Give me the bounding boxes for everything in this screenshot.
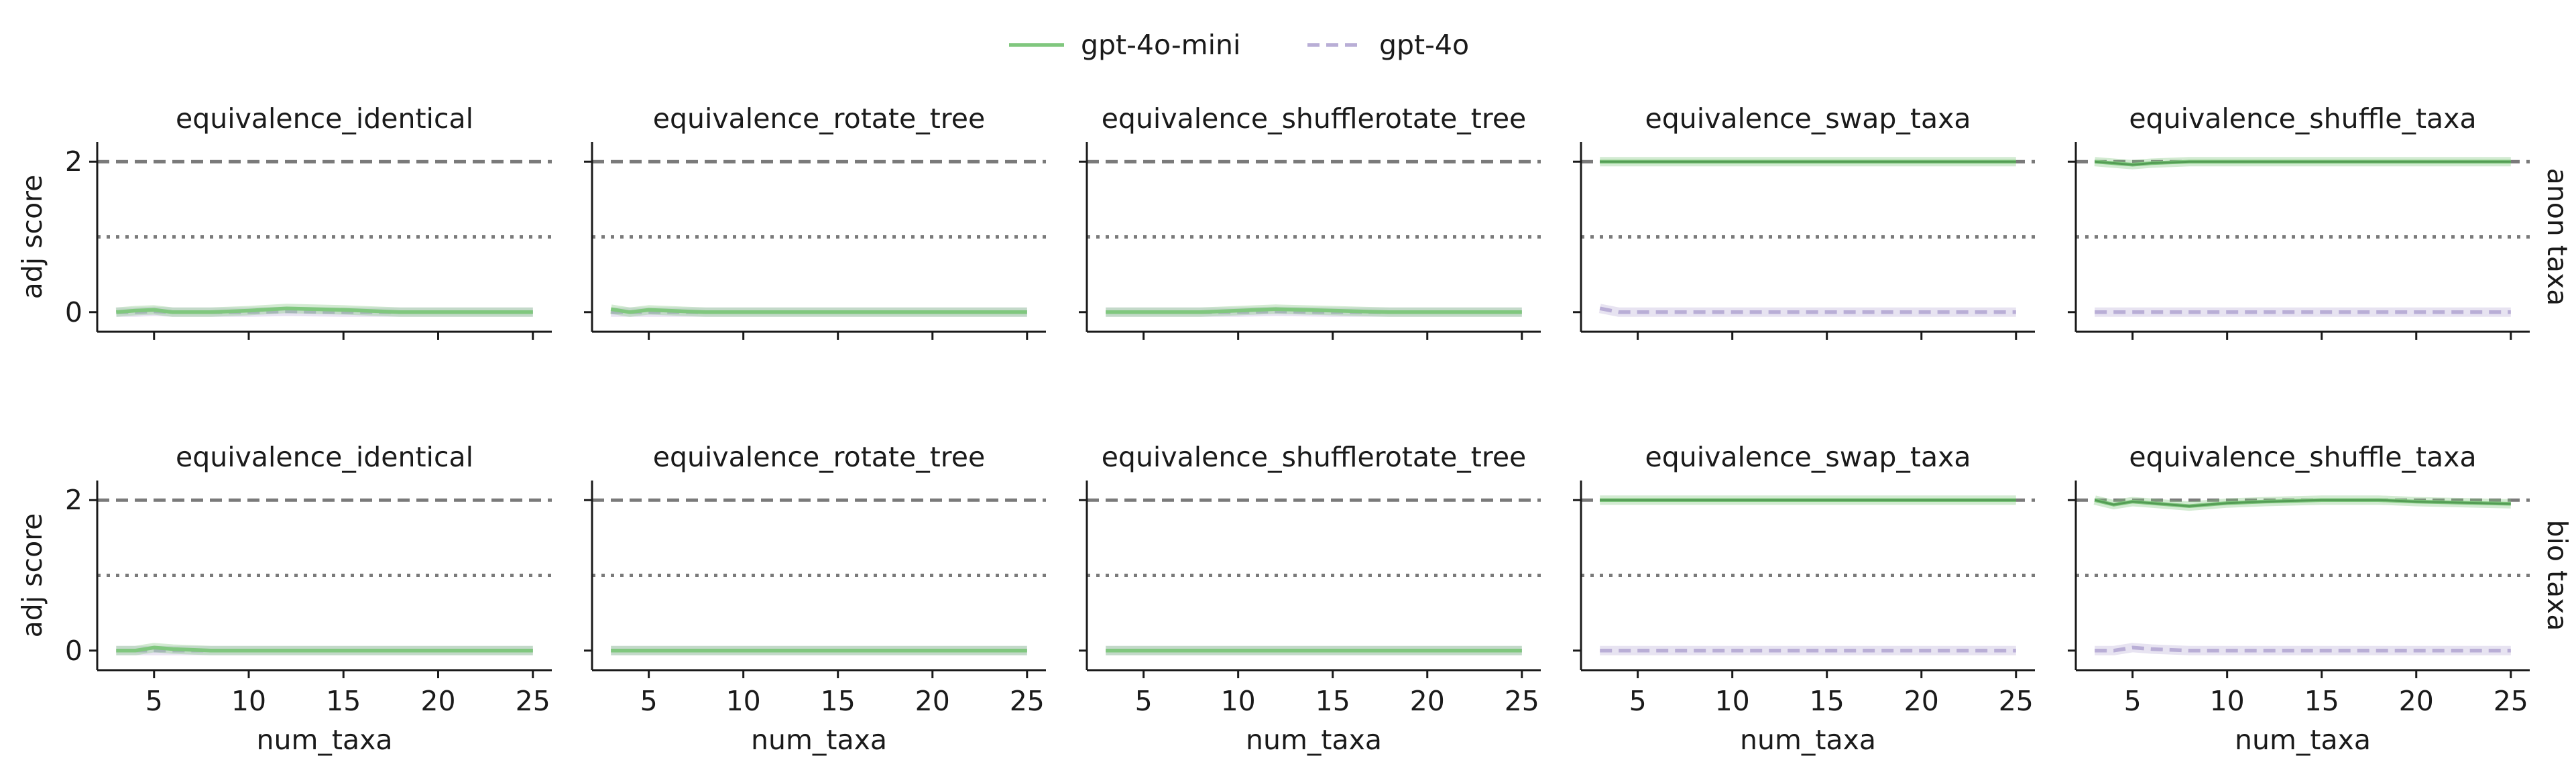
x-tick-label: 10 (2210, 685, 2245, 717)
x-tick-label: 5 (1135, 685, 1153, 717)
x-tick-label: 15 (2304, 685, 2339, 717)
x-tick-label: 20 (420, 685, 455, 717)
x-axis-label: num_taxa (751, 724, 887, 756)
series-line (1599, 306, 2016, 314)
x-tick-label: 10 (231, 685, 266, 717)
x-tick-label: 20 (1410, 685, 1445, 717)
x-tick-label: 15 (1315, 685, 1350, 717)
panel: equivalence_swap_taxa (1573, 103, 2035, 340)
x-tick-label: 25 (516, 685, 550, 717)
series-line (116, 306, 533, 314)
x-tick-label: 20 (915, 685, 950, 717)
x-tick-label: 25 (2494, 685, 2528, 717)
panel: 5 10 15 20 25 equivalence_shufflerotate_treen… (1079, 441, 1541, 756)
panel-title: equivalence_rotate_tree (653, 441, 985, 473)
x-axis-label: num_taxa (257, 724, 393, 756)
series-line (116, 645, 533, 653)
x-axis-label: num_taxa (1246, 724, 1382, 756)
x-tick-label: 15 (326, 685, 361, 717)
series-line-core (2094, 499, 2511, 507)
panel: 5 10 15 20 25 equivalence_swap_taxa num_taxa (1573, 441, 2035, 756)
panel: 5 10 15 20 25 equivalence_rotate_tree num_taxa (584, 441, 1046, 756)
panel-title: equivalence_shufflerotate_tree (1102, 103, 1527, 135)
x-tick-label: 5 (2124, 685, 2142, 717)
x-tick-label: 15 (1810, 685, 1845, 717)
x-tick-label: 20 (2399, 685, 2434, 717)
panel-title: equivalence_identical (176, 103, 473, 135)
x-axis-label: num_taxa (1740, 724, 1876, 756)
x-tick-label: 20 (1904, 685, 1939, 717)
x-tick-label: 10 (1715, 685, 1750, 717)
series-line (2095, 645, 2511, 653)
series-line (610, 307, 1027, 314)
legend-label: gpt-4o (1379, 29, 1469, 61)
y-tick-label: 2 (65, 484, 82, 516)
y-tick-label: 2 (65, 145, 82, 178)
series-line (1106, 307, 1522, 314)
y-axis-label: adj score (16, 513, 48, 638)
x-tick-label: 10 (1221, 685, 1256, 717)
panel-title: equivalence_identical (176, 441, 473, 473)
panel-title: equivalence_shuffle_taxa (2129, 103, 2476, 135)
x-tick-label: 25 (1999, 685, 2034, 717)
x-tick-label: 15 (821, 685, 856, 717)
y-tick-label: 0 (65, 635, 82, 667)
x-tick-label: 25 (1505, 685, 1539, 717)
x-tick-label: 5 (640, 685, 658, 717)
x-tick-label: 5 (1629, 685, 1647, 717)
legend-label: gpt-4o-mini (1081, 29, 1240, 61)
x-axis-label: num_taxa (2235, 724, 2371, 756)
x-tick-label: 5 (145, 685, 163, 717)
panel: 5 10 15 20 25 equivalence_shuffle_taxa num_tax… (2068, 441, 2573, 756)
panel-title: equivalence_shufflerotate_tree (1102, 441, 1527, 473)
panel-title: equivalence_swap_taxa (1645, 441, 1971, 473)
panel: equivalence_shufflerotate_tree (1079, 103, 1541, 340)
row-label: bio taxa (2541, 519, 2573, 631)
series-line-core (2095, 160, 2511, 166)
panel: 025 10 15 20 25equivalence_identicalnum_taxa… (16, 441, 552, 756)
y-axis-label: adj score (16, 175, 48, 300)
row-label: anon taxa (2541, 168, 2573, 306)
legend: gpt-4o-mini gpt-4o (1009, 29, 1469, 61)
panel: equivalence_rotate_tree (584, 103, 1046, 340)
panel-title: equivalence_swap_taxa (1645, 103, 1971, 135)
panel-title: equivalence_shuffle_taxa (2129, 441, 2476, 473)
panel-title: equivalence_rotate_tree (653, 103, 985, 135)
y-tick-label: 0 (65, 296, 82, 328)
x-tick-label: 10 (726, 685, 761, 717)
x-tick-label: 25 (1010, 685, 1045, 717)
